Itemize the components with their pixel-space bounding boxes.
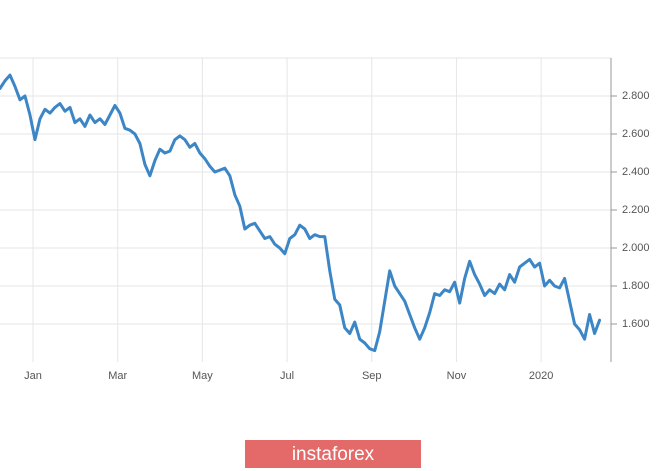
watermark-box: [245, 440, 421, 468]
y-tick-label: 1.800: [622, 280, 650, 292]
x-tick-label: Nov: [447, 370, 467, 382]
x-tick-label: Jul: [280, 370, 294, 382]
y-tick-label: 2.400: [622, 166, 650, 178]
y-tick-label: 1.600: [622, 318, 650, 330]
x-tick-label: Mar: [108, 370, 127, 382]
data-line: [0, 73, 602, 353]
y-tick-label: 2.200: [622, 204, 650, 216]
y-tick-label: 2.600: [622, 128, 650, 140]
x-tick-label: Sep: [362, 370, 382, 382]
y-tick-label: 2.000: [622, 242, 650, 254]
x-tick-label: May: [192, 370, 213, 382]
y-tick-label: 2.800: [622, 90, 650, 102]
x-tick-label: 2020: [529, 370, 553, 382]
x-tick-label: Jan: [24, 370, 42, 382]
watermark: instaforex: [292, 444, 375, 465]
